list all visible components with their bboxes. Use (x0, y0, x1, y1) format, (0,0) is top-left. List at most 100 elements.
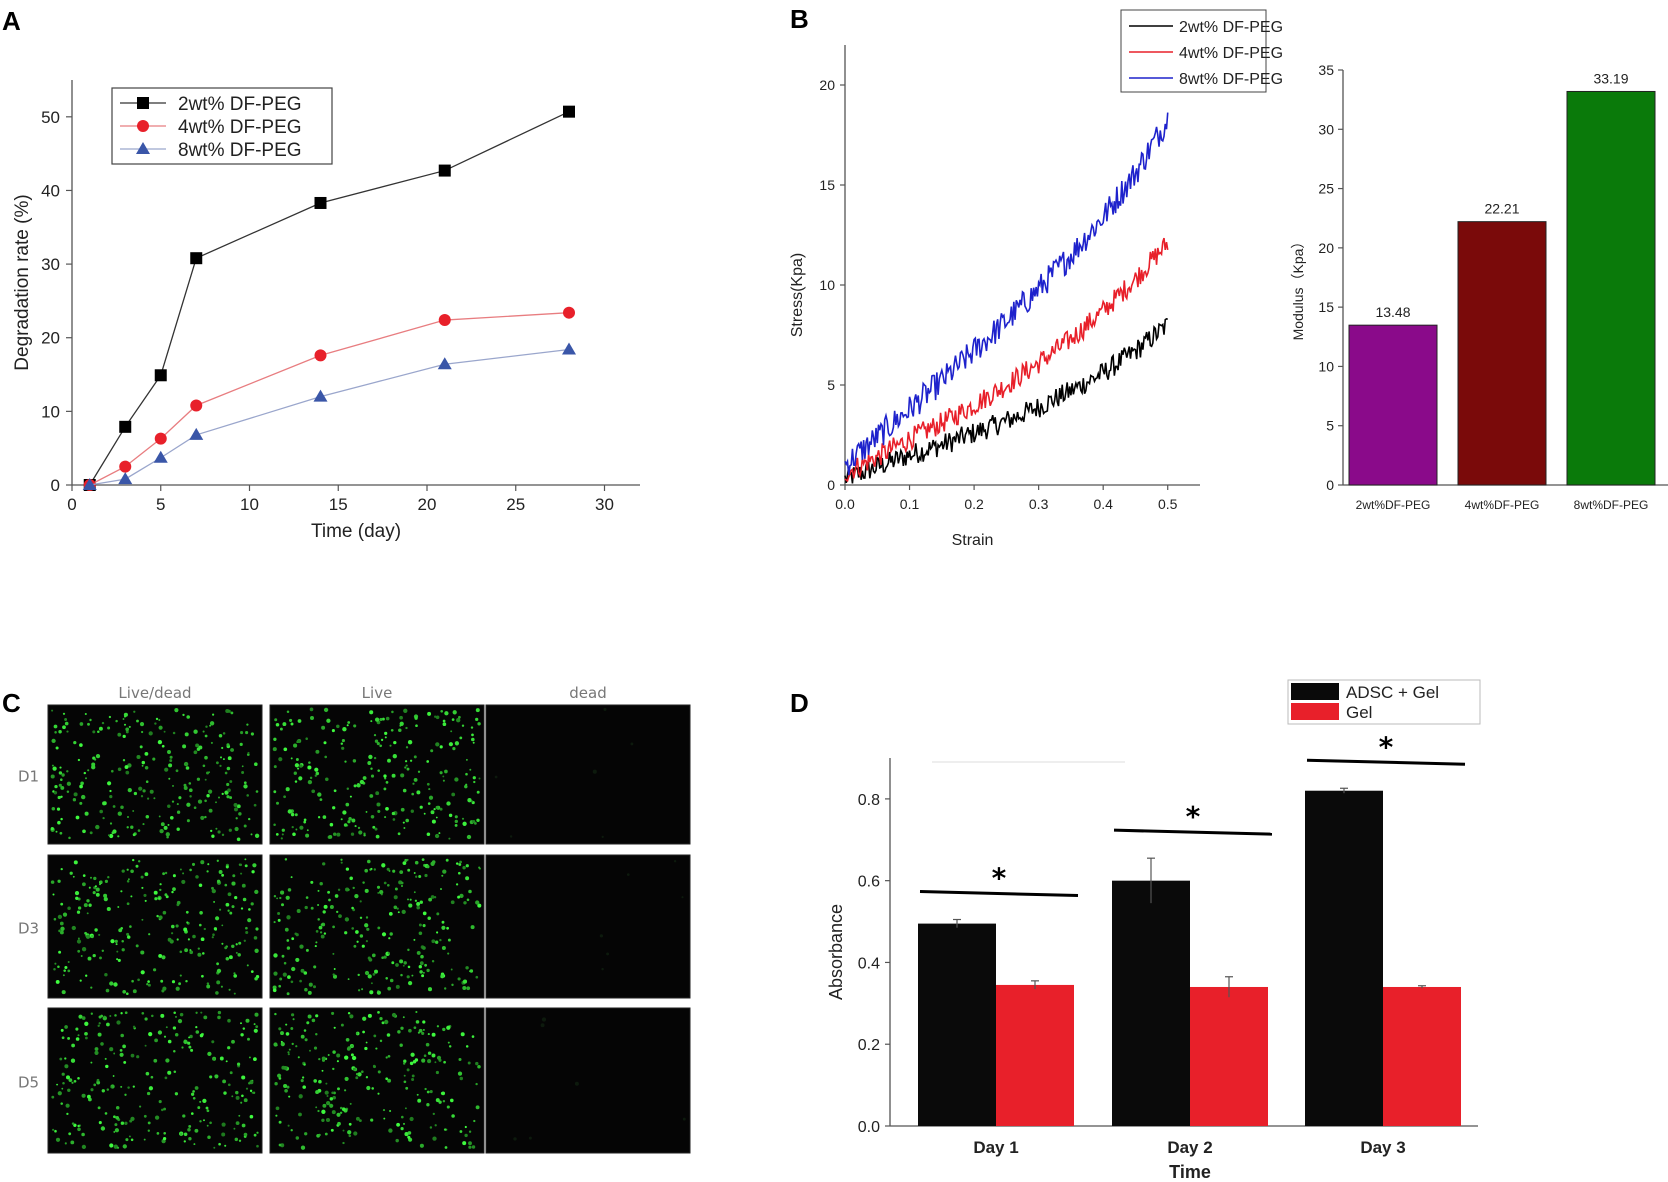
c-cell-dot (465, 966, 469, 970)
d-significance-star: * (1186, 800, 1201, 833)
c-cell-dot (426, 782, 430, 786)
c-cell-dot (120, 1085, 123, 1088)
c-cell-dot (386, 867, 390, 871)
d-y-tick-label: 0.4 (858, 955, 880, 972)
c-cell-dot (341, 739, 345, 743)
c-cell-dot (387, 1054, 391, 1058)
c-cell-dot (424, 873, 428, 878)
c-cell-dot (52, 893, 55, 896)
c-cell-dot (72, 875, 75, 878)
c-cell-dot (229, 796, 233, 800)
c-cell-dot (75, 1027, 79, 1031)
c-cell-dot (241, 883, 246, 888)
c-cell-dot (111, 831, 115, 835)
c-cell-dot (473, 780, 476, 784)
c-cell-dot (79, 743, 83, 747)
c-cell-dot (220, 756, 222, 759)
c-cell-dot (389, 932, 393, 936)
c-cell-dot (54, 731, 57, 734)
c-cell-dot (116, 958, 119, 961)
c-cell-dot (415, 724, 418, 728)
c-cell-dot (294, 780, 298, 783)
c-cell-dot (315, 1106, 318, 1109)
c-cell-dot (344, 1055, 349, 1060)
c-cell-dot (164, 767, 169, 772)
c-cell-dot (204, 755, 208, 760)
c-cell-dot (359, 900, 362, 903)
c-cell-dot (419, 1143, 424, 1148)
c-cell-dot (472, 819, 476, 824)
c-cell-dot (114, 939, 118, 943)
c-cell-dot (360, 1070, 364, 1074)
c-cell-dot (144, 872, 149, 877)
c-cell-dot (88, 886, 91, 889)
c-cell-dot (284, 927, 289, 932)
c-cell-dot (176, 810, 181, 814)
c-cell-dot (367, 956, 371, 960)
c-cell-dot (377, 1092, 380, 1095)
c-cell-dot (198, 883, 203, 887)
c-cell-dot (369, 990, 374, 995)
c-cell-dot (393, 905, 398, 910)
c-cell-dot (227, 909, 230, 912)
c-cell-dot (273, 790, 277, 794)
c-cell-dot (81, 947, 87, 952)
c-cell-dot (298, 1112, 302, 1117)
c-cell-dot (424, 1087, 427, 1091)
c-micrograph-image (47, 704, 263, 845)
c-cell-dot (377, 990, 380, 993)
c-cell-dot (141, 918, 144, 921)
c-cell-dot (66, 770, 69, 773)
c-cell-dot (149, 789, 154, 794)
c-cell-dot (240, 872, 243, 875)
a-series-2-point (118, 472, 133, 485)
c-cell-dot (426, 760, 430, 763)
c-micrograph-cell (269, 854, 485, 999)
c-cell-dot (457, 977, 461, 981)
c-cell-dot (321, 1056, 326, 1061)
c-cell-dot (119, 1052, 124, 1057)
c-cell-dot (475, 717, 479, 722)
c-cell-dot (163, 1132, 166, 1135)
c-cell-dot (143, 1114, 147, 1118)
c-cell-dot (234, 895, 238, 900)
c-cell-dot (200, 860, 205, 865)
c-cell-dot (384, 736, 387, 739)
c-cell-dot (432, 1112, 435, 1116)
c-cell-dot (207, 863, 210, 866)
c-cell-dot (142, 789, 146, 793)
c-cell-dot (148, 933, 151, 936)
c-cell-dot (456, 718, 461, 723)
c-cell-dot (377, 1070, 381, 1074)
c-cell-dot (384, 731, 388, 736)
c-cell-dot (200, 1011, 203, 1014)
c-cell-dot (399, 715, 403, 720)
c-cell-dot (161, 744, 165, 748)
c-cell-dot (415, 1010, 418, 1014)
c-cell-dot (432, 1136, 437, 1141)
c-cell-dot (94, 1050, 99, 1055)
c-cell-dot (120, 1033, 124, 1038)
c-cell-dot (140, 730, 144, 734)
c-cell-dot (97, 1032, 102, 1037)
c-cell-dot (318, 1057, 321, 1061)
c-cell-dot (345, 802, 350, 807)
c-cell-dot (72, 798, 77, 802)
c-cell-dot (362, 1016, 367, 1021)
c-cell-dot (248, 817, 251, 821)
c-cell-dot (332, 1067, 335, 1071)
c-cell-dot (444, 987, 447, 990)
c-cell-dot (285, 1023, 288, 1026)
c-cell-dot (254, 833, 260, 838)
c-cell-dot (472, 776, 476, 780)
c-cell-dot (411, 974, 414, 977)
c-cell-dot (477, 1064, 481, 1069)
c-cell-dot (216, 968, 222, 974)
c-cell-dot (462, 821, 467, 826)
c-cell-dot (99, 880, 103, 884)
c-cell-dot (83, 771, 87, 775)
c-cell-dot (324, 755, 328, 759)
a-legend-label: 2wt% DF-PEG (178, 94, 302, 115)
c-cell-dot (287, 975, 291, 979)
